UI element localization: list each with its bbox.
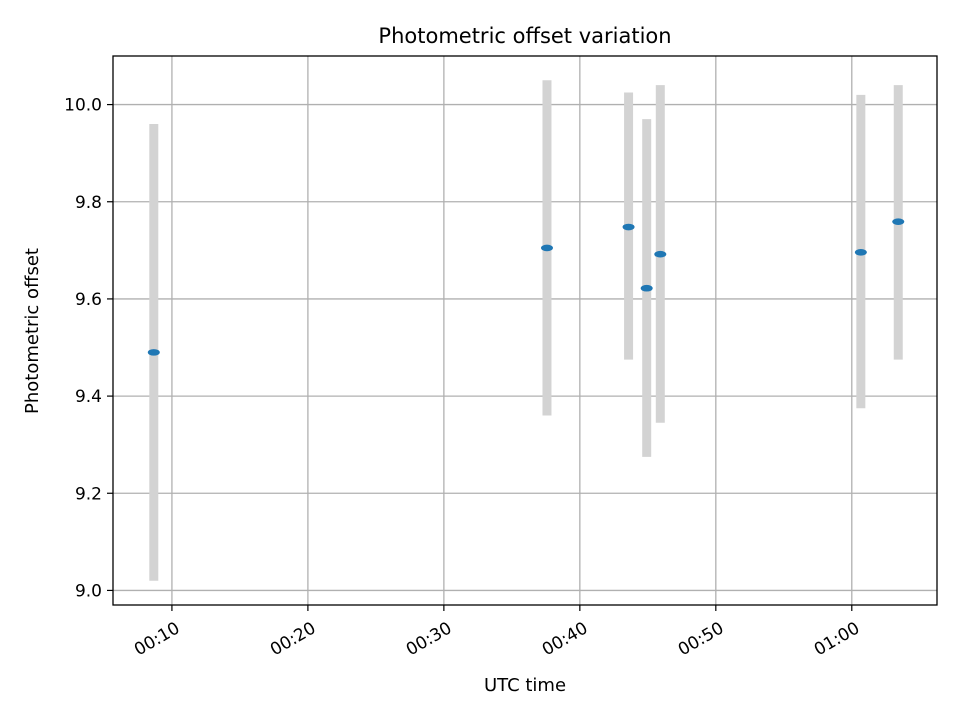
x-tick-label: 01:00 [811, 618, 863, 660]
y-tick-label: 9.4 [75, 387, 102, 407]
y-tick-label: 9.6 [75, 290, 102, 310]
x-tick-label: 00:20 [267, 618, 319, 660]
errorbar-layer [149, 80, 903, 581]
y-tick-label: 9.2 [75, 484, 102, 504]
point-layer [147, 218, 905, 356]
data-point [540, 244, 553, 252]
data-point [854, 248, 867, 256]
x-tick-label: 00:50 [675, 618, 727, 660]
data-point [622, 223, 635, 231]
y-tick-label: 9.0 [75, 581, 102, 601]
y-axis-label: Photometric offset [22, 248, 43, 414]
x-tick-label: 00:10 [131, 618, 183, 660]
data-point [147, 349, 160, 356]
grid-layer [113, 56, 937, 605]
data-point [640, 284, 653, 292]
data-point [892, 218, 905, 225]
y-tick-label: 10.0 [64, 96, 102, 116]
chart-title: Photometric offset variation [378, 24, 671, 48]
y-tick-label: 9.8 [75, 193, 102, 213]
data-point [654, 250, 667, 258]
x-tick-label: 00:30 [403, 618, 455, 660]
tick-layer: 00:10 00:20 00:30 00:40 00:50 01:00 9.0 9.2 9.4 9… [64, 96, 863, 661]
plot-frame [112, 55, 938, 606]
x-tick-label: 00:40 [539, 618, 591, 660]
x-axis-label: UTC time [484, 675, 566, 696]
